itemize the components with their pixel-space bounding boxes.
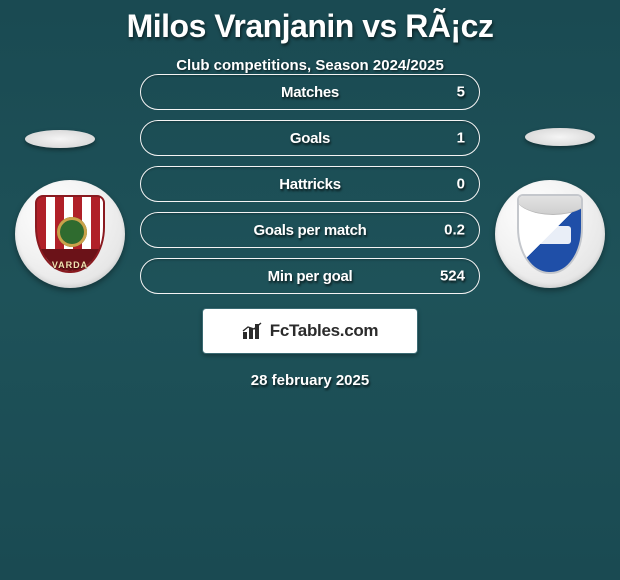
brand-text: FcTables.com <box>270 321 379 341</box>
stat-row-matches: Matches 5 <box>140 74 480 110</box>
stat-label: Hattricks <box>279 176 341 193</box>
bar-chart-icon <box>242 322 264 340</box>
stat-value-right: 1 <box>457 130 465 147</box>
left-crest-ribbon: VARDA <box>15 260 125 270</box>
subtitle: Club competitions, Season 2024/2025 <box>0 57 620 74</box>
stat-label: Goals <box>290 130 330 147</box>
stat-label: Goals per match <box>253 222 366 239</box>
footer-date: 28 february 2025 <box>0 372 620 389</box>
stat-value-right: 0 <box>457 176 465 193</box>
stat-value-right: 5 <box>457 84 465 101</box>
page-title: Milos Vranjanin vs RÃ¡cz <box>0 0 620 45</box>
stat-row-min-per-goal: Min per goal 524 <box>140 258 480 294</box>
left-photo-placeholder <box>25 130 95 148</box>
right-photo-placeholder <box>525 128 595 146</box>
stat-value-right: 0.2 <box>444 222 465 239</box>
stat-row-hattricks: Hattricks 0 <box>140 166 480 202</box>
stat-row-goals-per-match: Goals per match 0.2 <box>140 212 480 248</box>
brand-attribution[interactable]: FcTables.com <box>202 308 418 354</box>
stat-label: Matches <box>281 84 339 101</box>
stat-value-right: 524 <box>440 268 465 285</box>
right-club-crest <box>495 180 605 288</box>
stat-label: Min per goal <box>268 268 353 285</box>
left-club-crest: VARDA <box>15 180 125 288</box>
stat-row-goals: Goals 1 <box>140 120 480 156</box>
